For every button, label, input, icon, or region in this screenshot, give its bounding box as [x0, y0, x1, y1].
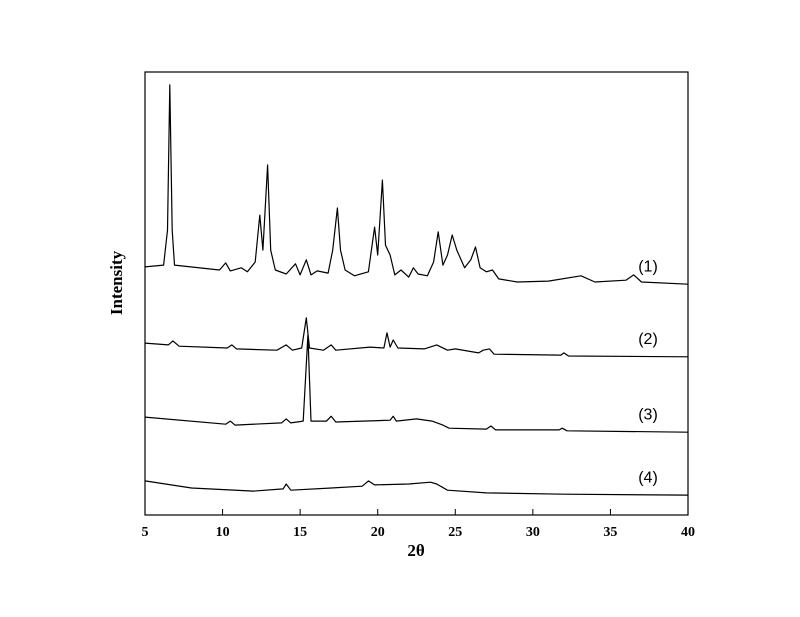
series-line [144, 84, 689, 285]
x-axis-title: 2θ [407, 541, 425, 560]
series-line [144, 480, 689, 496]
x-tick-label: 40 [681, 525, 695, 540]
x-tick-label: 15 [293, 525, 307, 540]
series-line [144, 334, 689, 433]
y-axis-title: Intensity [107, 250, 126, 315]
x-tick-label: 20 [371, 525, 385, 540]
series-label: (3) [638, 406, 658, 423]
x-tick-label: 5 [142, 525, 149, 540]
series-label: (1) [638, 258, 658, 275]
x-tick-label: 10 [216, 525, 230, 540]
series-label: (2) [638, 331, 658, 348]
x-tick-label: 30 [526, 525, 540, 540]
plot-frame [144, 71, 689, 516]
series-label: (4) [638, 469, 658, 486]
x-tick-label: 35 [603, 525, 617, 540]
series-line [144, 317, 689, 358]
x-tick-label: 25 [448, 525, 462, 540]
